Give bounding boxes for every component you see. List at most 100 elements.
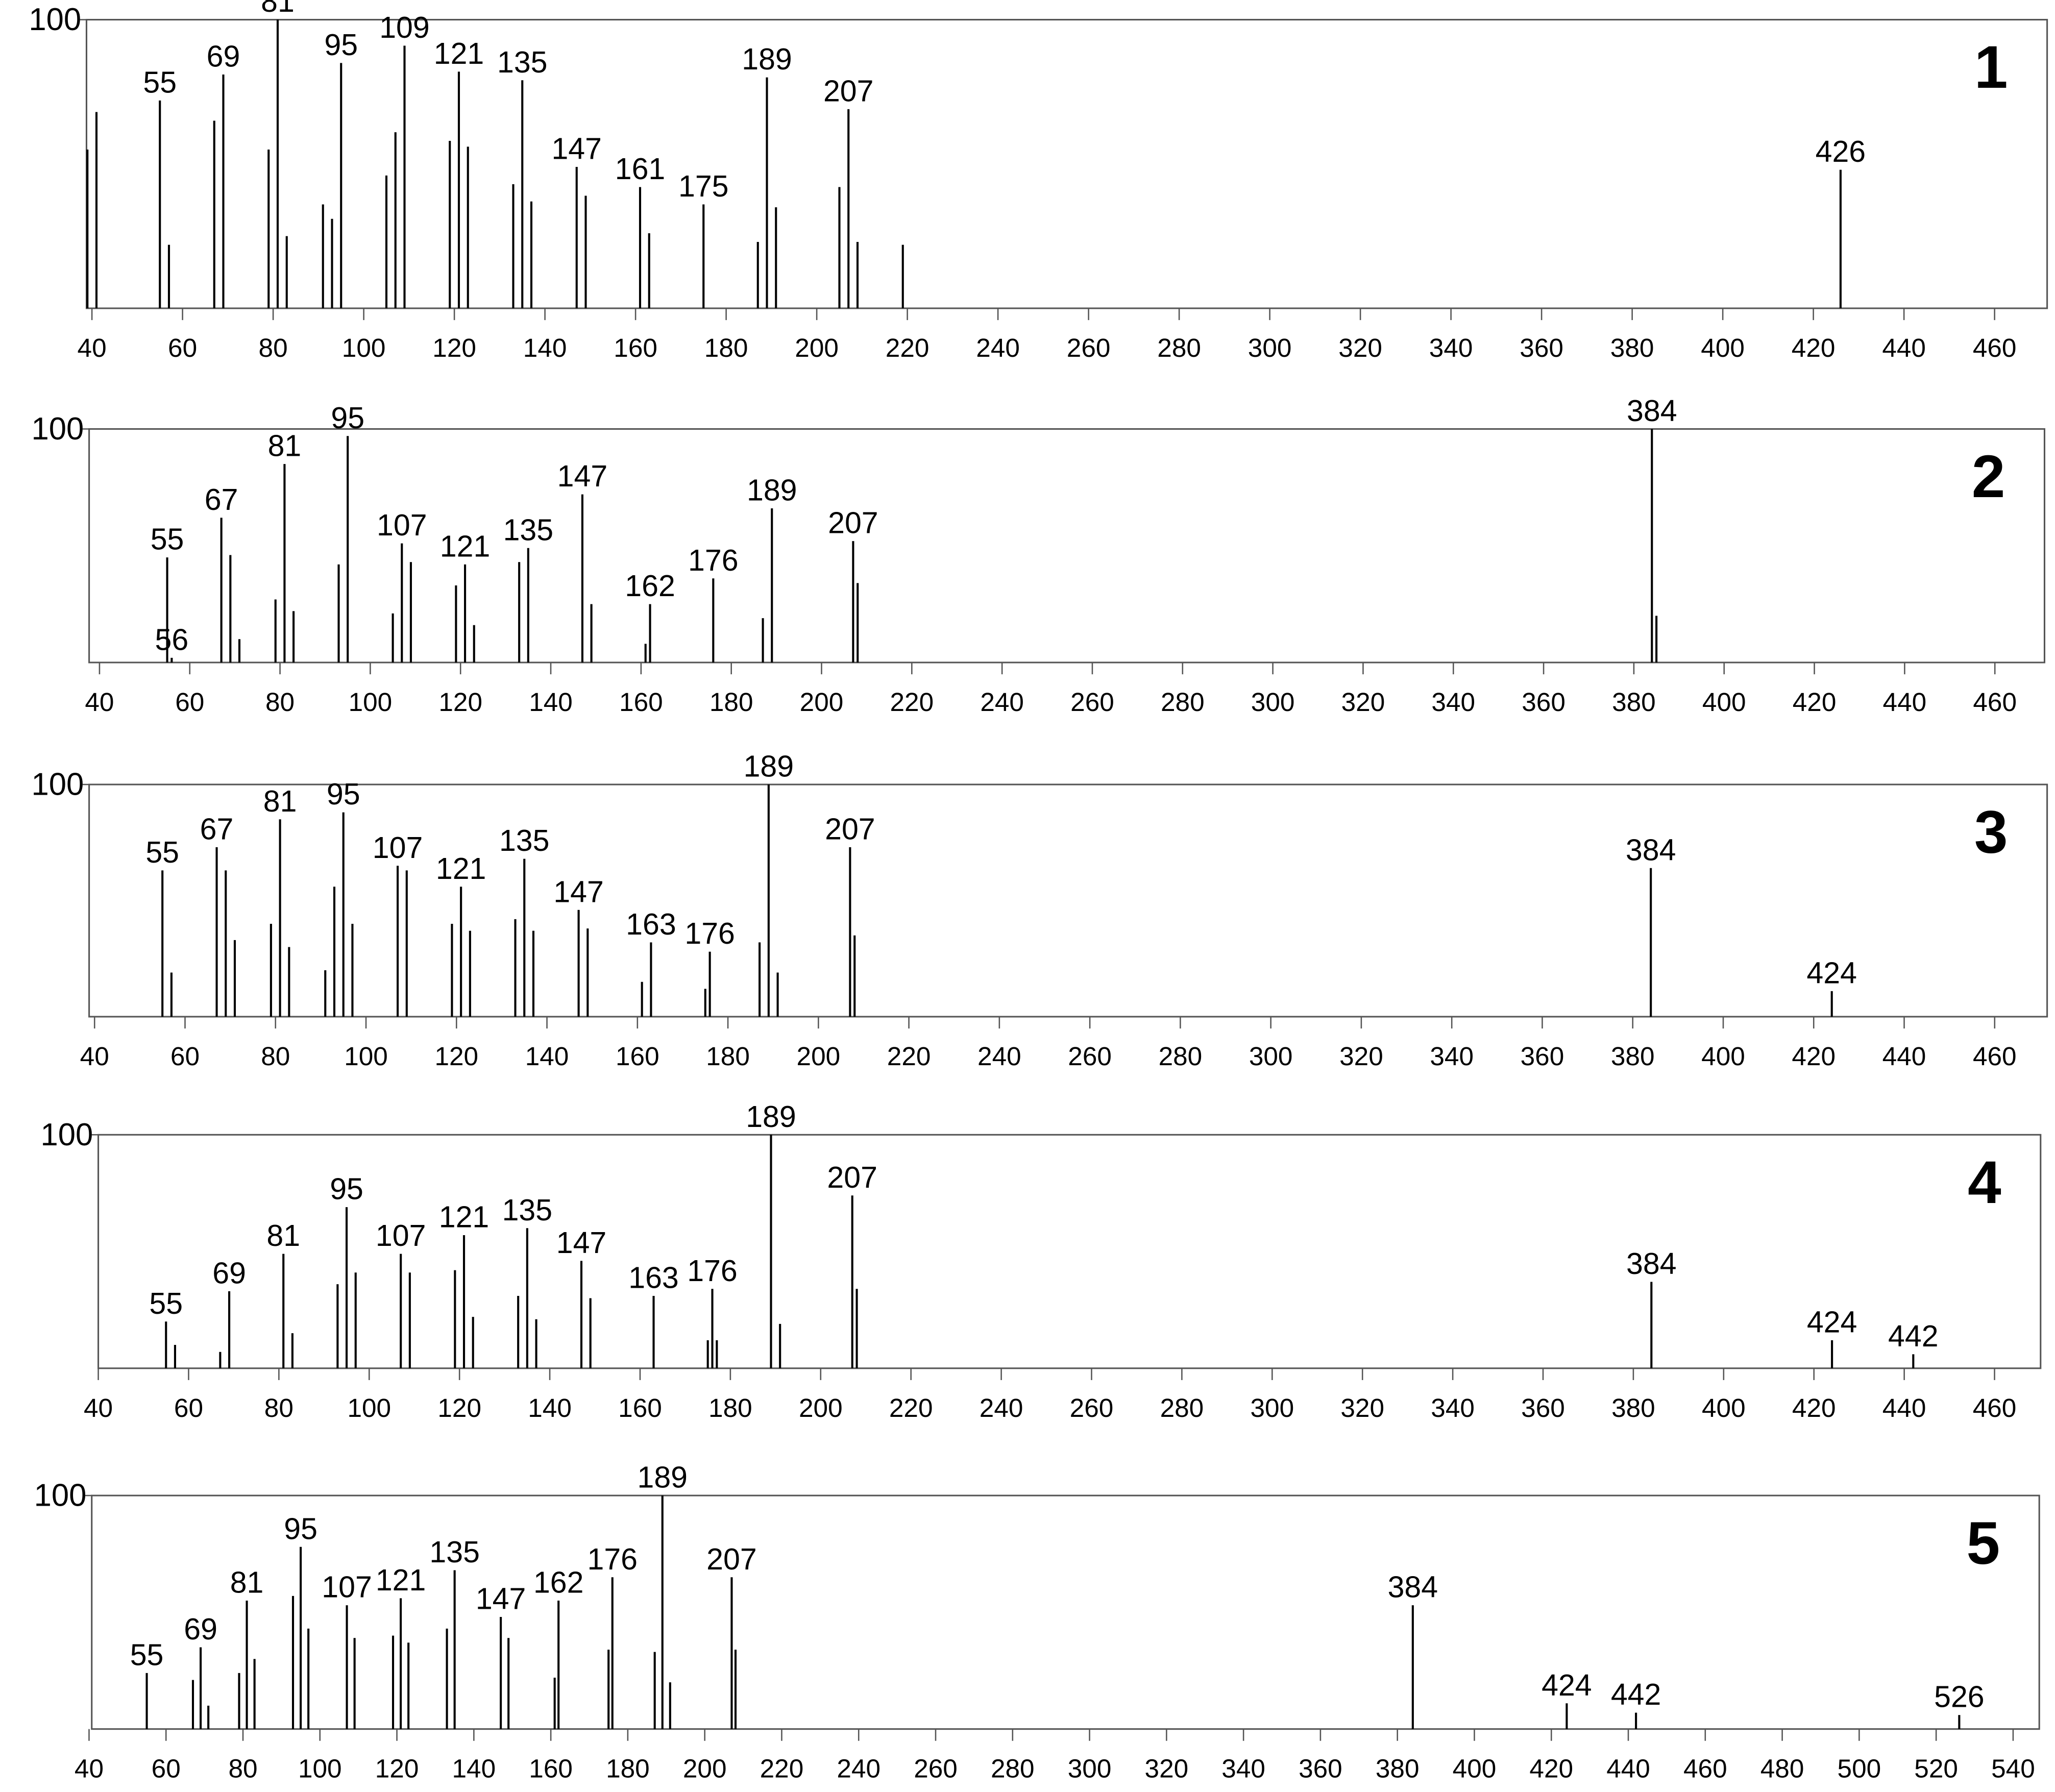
peak-label: 121: [376, 1563, 426, 1597]
x-tick-label: 380: [1376, 1754, 1420, 1783]
peak-label: 176: [687, 1254, 738, 1288]
x-tick-label: 240: [977, 1041, 1021, 1071]
plot-frame: [88, 428, 2045, 664]
peak-label: 384: [1626, 833, 1676, 867]
x-tick-label: 200: [800, 687, 844, 717]
x-tick-label: 360: [1522, 687, 1565, 717]
x-tick-label: 140: [529, 687, 573, 717]
x-tick-label: 220: [890, 687, 934, 717]
x-tick-label: 240: [837, 1754, 880, 1783]
x-tick-label: 380: [1612, 687, 1656, 717]
x-tick-label: 160: [616, 1041, 659, 1071]
x-tick-label: 280: [1161, 687, 1205, 717]
peak-label: 121: [439, 1200, 490, 1234]
x-tick-label: 140: [523, 333, 567, 362]
peak-label: 81: [261, 0, 295, 18]
peak-label: 442: [1611, 1678, 1661, 1711]
x-tick-label: 280: [1157, 333, 1201, 362]
x-tick-label: 480: [1760, 1754, 1804, 1783]
x-tick-label: 200: [797, 1041, 841, 1071]
x-tick-label: 140: [528, 1393, 572, 1422]
peak-label: 55: [149, 1287, 183, 1320]
x-tick-label: 260: [1070, 1393, 1114, 1422]
peak-label: 147: [557, 459, 608, 493]
x-tick-label: 160: [614, 333, 657, 362]
peak-label: 176: [688, 544, 739, 577]
plot-frame: [85, 19, 2048, 309]
peak-label: 175: [678, 169, 729, 203]
panel-number: 1: [1974, 34, 2008, 101]
x-tick-label: 180: [606, 1754, 650, 1783]
x-tick-label: 360: [1521, 1041, 1564, 1071]
x-tick-label: 400: [1702, 1393, 1746, 1422]
x-tick-label: 360: [1299, 1754, 1342, 1783]
peak-label: 162: [625, 569, 675, 603]
x-tick-label: 160: [618, 1393, 662, 1422]
x-tick-label: 100: [298, 1754, 342, 1783]
x-tick-label: 120: [437, 1393, 481, 1422]
x-tick-label: 100: [344, 1041, 388, 1071]
x-tick-label: 60: [168, 333, 197, 362]
peak-label: 95: [284, 1512, 317, 1545]
x-tick-label: 440: [1882, 333, 1926, 362]
peak-label: 121: [436, 852, 486, 886]
x-tick-label: 220: [886, 333, 929, 362]
peak-label: 67: [205, 483, 238, 517]
x-tick-label: 80: [264, 1393, 293, 1422]
peak-label: 67: [200, 812, 234, 846]
peak-label: 147: [551, 132, 602, 165]
x-tick-label: 440: [1606, 1754, 1650, 1783]
x-tick-label: 360: [1521, 1393, 1565, 1422]
x-tick-label: 340: [1431, 687, 1475, 717]
x-tick-label: 320: [1341, 687, 1385, 717]
x-tick-label: 40: [85, 687, 114, 717]
plot-frame: [97, 1134, 2042, 1369]
peak-label: 95: [324, 28, 358, 62]
x-tick-label: 380: [1611, 1041, 1655, 1071]
x-tick-label: 60: [170, 1041, 200, 1071]
peak-label: 95: [331, 401, 364, 435]
x-tick-label: 260: [1067, 333, 1111, 362]
x-tick-label: 100: [347, 1393, 391, 1422]
x-tick-label: 40: [84, 1393, 113, 1422]
x-tick-label: 380: [1610, 333, 1654, 362]
x-tick-label: 80: [259, 333, 288, 362]
peak-label: 135: [503, 513, 554, 547]
peak-label: 189: [746, 1100, 796, 1134]
peak-label: 442: [1888, 1319, 1939, 1353]
x-tick-label: 420: [1792, 1041, 1836, 1071]
peak-label: 176: [684, 917, 735, 950]
peak-label: 384: [1388, 1570, 1438, 1604]
panel-number: 3: [1974, 799, 2008, 866]
x-tick-label: 120: [432, 333, 476, 362]
x-tick-label: 360: [1520, 333, 1563, 362]
plot-frame: [91, 1494, 2040, 1730]
peak-label: 55: [143, 65, 177, 99]
plot-frame: [88, 783, 2048, 1018]
peak-label: 107: [377, 508, 427, 542]
peak-label: 135: [502, 1193, 553, 1227]
panel-number: 5: [1966, 1510, 2000, 1577]
peak-label: 147: [476, 1582, 526, 1616]
x-tick-label: 40: [75, 1754, 104, 1783]
x-tick-label: 320: [1339, 1041, 1383, 1071]
x-tick-label: 80: [228, 1754, 257, 1783]
peak-label: 109: [379, 11, 430, 44]
peak-label: 147: [556, 1226, 607, 1260]
peak-label: 69: [207, 40, 240, 73]
peak-label: 55: [130, 1638, 164, 1672]
x-tick-label: 200: [683, 1754, 727, 1783]
x-tick-label: 460: [1973, 1393, 2017, 1422]
peak-label: 161: [615, 152, 666, 186]
x-tick-label: 340: [1430, 1041, 1474, 1071]
peak-label: 121: [434, 37, 484, 70]
x-tick-label: 340: [1431, 1393, 1475, 1422]
x-tick-label: 80: [265, 687, 295, 717]
x-tick-label: 260: [1070, 687, 1114, 717]
y-tick-label: 100: [32, 411, 84, 447]
x-tick-label: 280: [1159, 1041, 1203, 1071]
peak-label: 95: [327, 777, 360, 811]
peak-label: 207: [823, 74, 874, 108]
x-tick-label: 400: [1701, 333, 1745, 362]
